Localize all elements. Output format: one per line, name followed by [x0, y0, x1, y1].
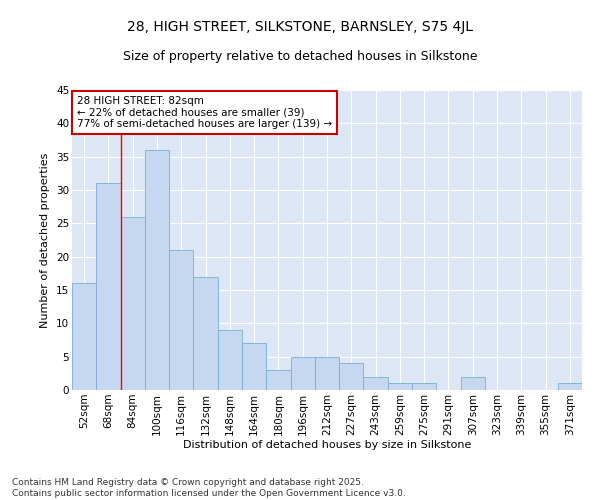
Bar [412, 384, 436, 390]
Bar [169, 250, 193, 390]
Bar [290, 356, 315, 390]
Bar [145, 150, 169, 390]
Bar [339, 364, 364, 390]
Text: Contains HM Land Registry data © Crown copyright and database right 2025.
Contai: Contains HM Land Registry data © Crown c… [12, 478, 406, 498]
Bar [364, 376, 388, 390]
Bar [315, 356, 339, 390]
Bar [388, 384, 412, 390]
Bar [218, 330, 242, 390]
Bar [242, 344, 266, 390]
X-axis label: Distribution of detached houses by size in Silkstone: Distribution of detached houses by size … [183, 440, 471, 450]
Y-axis label: Number of detached properties: Number of detached properties [40, 152, 50, 328]
Text: 28 HIGH STREET: 82sqm
← 22% of detached houses are smaller (39)
77% of semi-deta: 28 HIGH STREET: 82sqm ← 22% of detached … [77, 96, 332, 129]
Text: 28, HIGH STREET, SILKSTONE, BARNSLEY, S75 4JL: 28, HIGH STREET, SILKSTONE, BARNSLEY, S7… [127, 20, 473, 34]
Bar [96, 184, 121, 390]
Bar [461, 376, 485, 390]
Bar [558, 384, 582, 390]
Text: Size of property relative to detached houses in Silkstone: Size of property relative to detached ho… [123, 50, 477, 63]
Bar [72, 284, 96, 390]
Bar [266, 370, 290, 390]
Bar [193, 276, 218, 390]
Bar [121, 216, 145, 390]
